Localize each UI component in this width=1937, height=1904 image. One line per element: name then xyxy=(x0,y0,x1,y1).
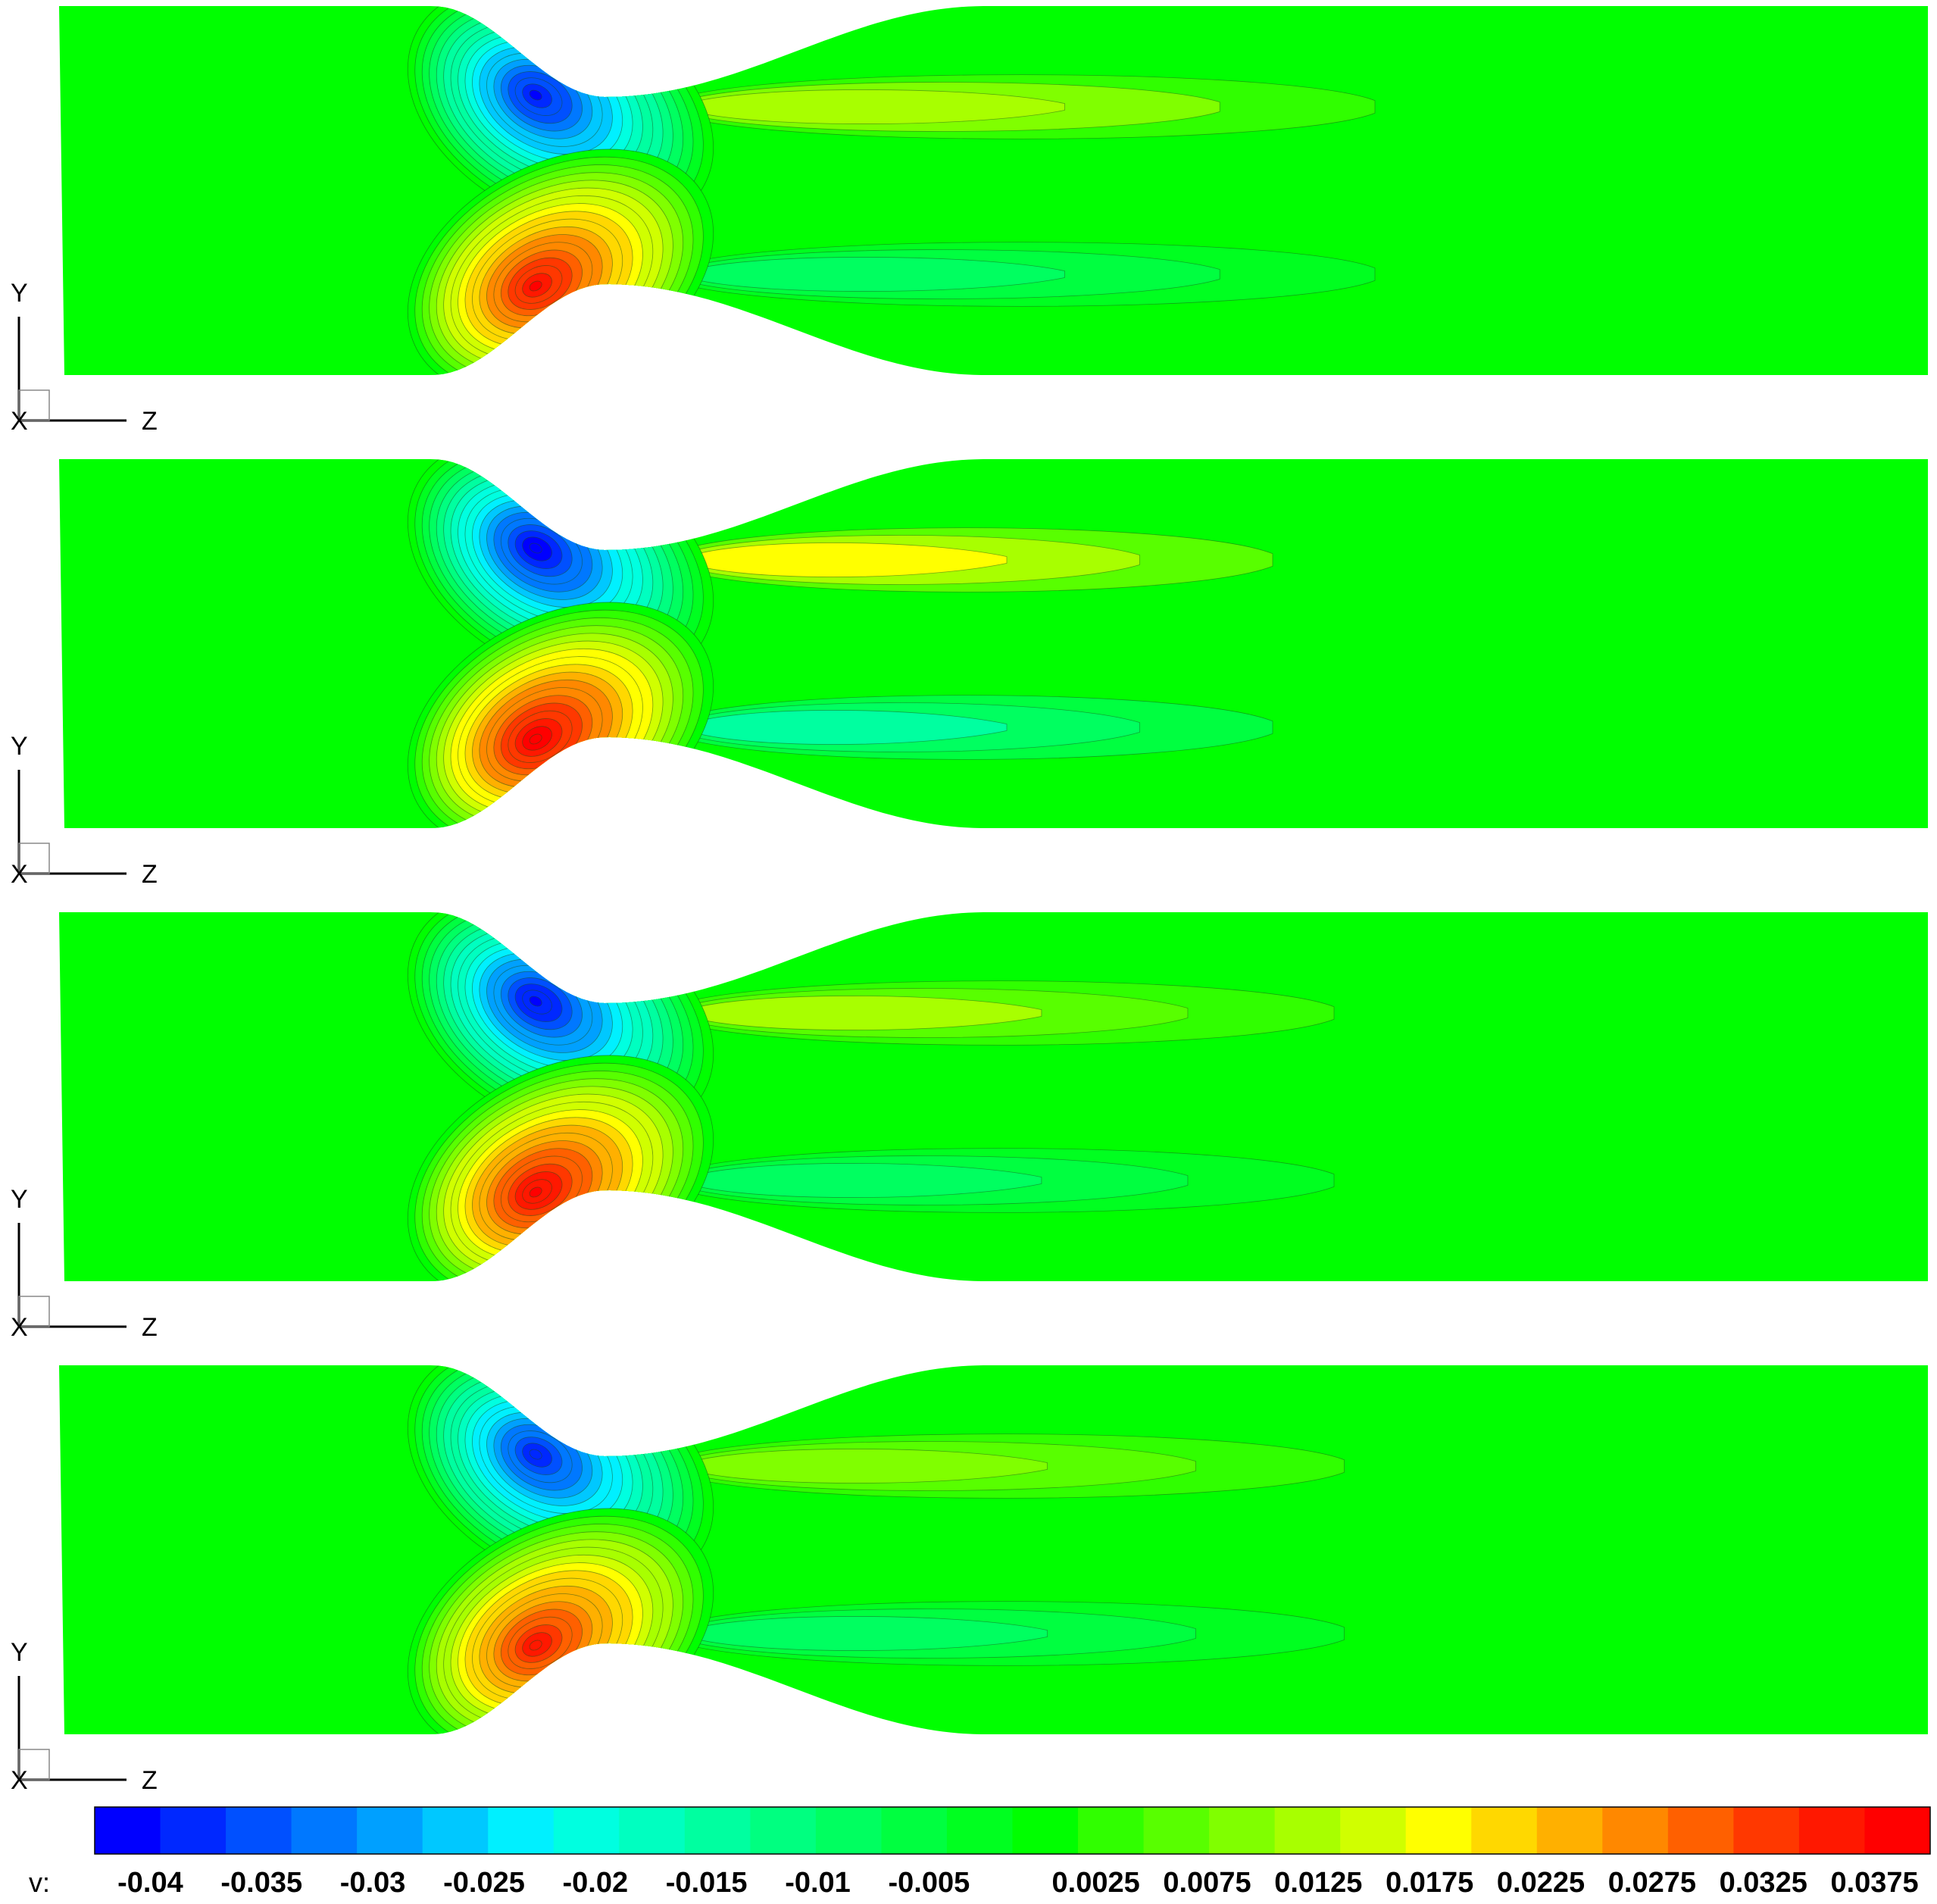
y-axis-label: Y xyxy=(11,1638,28,1667)
x-axis-label: X xyxy=(11,1313,28,1342)
contour-level xyxy=(529,1640,542,1651)
colorbar-swatch xyxy=(226,1807,292,1854)
x-axis-label: X xyxy=(11,860,28,889)
contour-level xyxy=(529,1449,542,1460)
contour-level xyxy=(529,542,542,554)
colorbar-swatch xyxy=(619,1807,686,1854)
colorbar-tick-label: 0.0175 xyxy=(1386,1867,1473,1899)
colorbar-swatches xyxy=(94,1806,1931,1855)
contour-panels: Y Z X Y Z X Y Z X Y Z X xyxy=(11,6,1928,1795)
colorbar-tick-label: -0.005 xyxy=(888,1867,970,1899)
colorbar-tick-label: 0.0225 xyxy=(1497,1867,1585,1899)
axis-triad: Y Z X xyxy=(11,279,158,436)
channel-domain xyxy=(59,6,1928,375)
colorbar: -0.04 -0.035 -0.03 -0.025 -0.02 -0.015 -0.01 -0… xyxy=(29,1806,1931,1899)
z-axis-label: Z xyxy=(142,860,158,889)
contour-level xyxy=(529,996,542,1007)
colorbar-swatch xyxy=(1078,1807,1145,1854)
colorbar-swatch xyxy=(815,1807,882,1854)
colorbar-swatch xyxy=(488,1807,555,1854)
channel-domain xyxy=(59,912,1928,1281)
x-axis-box xyxy=(18,389,50,421)
colorbar-swatch xyxy=(1667,1807,1734,1854)
axis-triad: Y Z X xyxy=(11,1638,158,1795)
x-axis-box xyxy=(18,1749,50,1781)
colorbar-swatch xyxy=(553,1807,620,1854)
wake-contour xyxy=(678,257,1065,292)
wake-contour xyxy=(678,542,1008,577)
contour-panel: Y Z X xyxy=(11,912,1928,1342)
axis-triad: Y Z X xyxy=(11,1185,158,1342)
x-axis-label: X xyxy=(11,1766,28,1795)
wake-contour xyxy=(678,1449,1048,1483)
colorbar-tick-label: -0.015 xyxy=(666,1867,748,1899)
wake-contour xyxy=(678,996,1042,1030)
x-axis-label: X xyxy=(11,407,28,436)
wake-contour xyxy=(678,1616,1048,1651)
x-axis-box xyxy=(18,1296,50,1327)
x-axis-box xyxy=(18,843,50,874)
colorbar-variable-label: v: xyxy=(29,1867,50,1898)
colorbar-tick-label: -0.03 xyxy=(340,1867,406,1899)
contour-panel: Y Z X xyxy=(11,1365,1928,1795)
colorbar-swatch xyxy=(95,1807,161,1854)
colorbar-swatch xyxy=(881,1807,948,1854)
colorbar-swatch xyxy=(1864,1807,1931,1854)
z-axis-label: Z xyxy=(142,407,158,436)
contour-field xyxy=(407,459,1273,828)
contour-level xyxy=(529,733,542,745)
wake-contour xyxy=(678,1163,1042,1198)
axis-triad: Y Z X xyxy=(11,732,158,889)
contour-level xyxy=(529,1186,542,1198)
colorbar-swatch xyxy=(1274,1807,1341,1854)
y-axis-label: Y xyxy=(11,279,28,308)
colorbar-swatch xyxy=(750,1807,817,1854)
contour-panel: Y Z X xyxy=(11,459,1928,889)
colorbar-swatch xyxy=(357,1807,423,1854)
wake-contour xyxy=(678,89,1065,124)
z-axis-label: Z xyxy=(142,1313,158,1342)
colorbar-tick-label: -0.025 xyxy=(443,1867,525,1899)
colorbar-swatch xyxy=(684,1807,751,1854)
colorbar-tick-label: -0.04 xyxy=(117,1867,183,1899)
contour-level xyxy=(529,89,542,101)
channel-domain xyxy=(59,1365,1928,1734)
colorbar-swatch xyxy=(291,1807,358,1854)
channel-domain xyxy=(59,459,1928,828)
colorbar-tick-labels: -0.04 -0.035 -0.03 -0.025 -0.02 -0.015 -0.01 -0… xyxy=(117,1867,1919,1899)
colorbar-swatch xyxy=(1405,1807,1472,1854)
y-axis-label: Y xyxy=(11,732,28,761)
colorbar-tick-label: 0.0325 xyxy=(1720,1867,1807,1899)
z-axis-label: Z xyxy=(142,1766,158,1795)
colorbar-swatch xyxy=(946,1807,1013,1854)
colorbar-tick-label: 0.0275 xyxy=(1608,1867,1696,1899)
colorbar-frame xyxy=(94,1806,1931,1855)
y-axis-label: Y xyxy=(11,1185,28,1214)
colorbar-swatch xyxy=(1733,1807,1800,1854)
colorbar-tick-label: -0.035 xyxy=(220,1867,302,1899)
colorbar-swatch xyxy=(422,1807,489,1854)
colorbar-tick-label: 0.0075 xyxy=(1163,1867,1251,1899)
colorbar-swatch xyxy=(1536,1807,1603,1854)
colorbar-tick-label: 0.0375 xyxy=(1830,1867,1918,1899)
colorbar-swatch xyxy=(1012,1807,1079,1854)
colorbar-swatch xyxy=(1209,1807,1276,1854)
colorbar-swatch xyxy=(160,1807,227,1854)
colorbar-swatch xyxy=(1143,1807,1210,1854)
contour-level xyxy=(529,280,542,292)
colorbar-swatch xyxy=(1340,1807,1407,1854)
colorbar-tick-label: 0.0025 xyxy=(1052,1867,1140,1899)
wake-contour xyxy=(678,710,1008,745)
contour-panel: Y Z X xyxy=(11,6,1928,436)
colorbar-tick-label: -0.01 xyxy=(785,1867,851,1899)
colorbar-swatch xyxy=(1798,1807,1865,1854)
colorbar-swatch xyxy=(1471,1807,1538,1854)
colorbar-tick-label: 0.0125 xyxy=(1274,1867,1362,1899)
colorbar-tick-label: -0.02 xyxy=(563,1867,629,1899)
colorbar-swatch xyxy=(1602,1807,1669,1854)
